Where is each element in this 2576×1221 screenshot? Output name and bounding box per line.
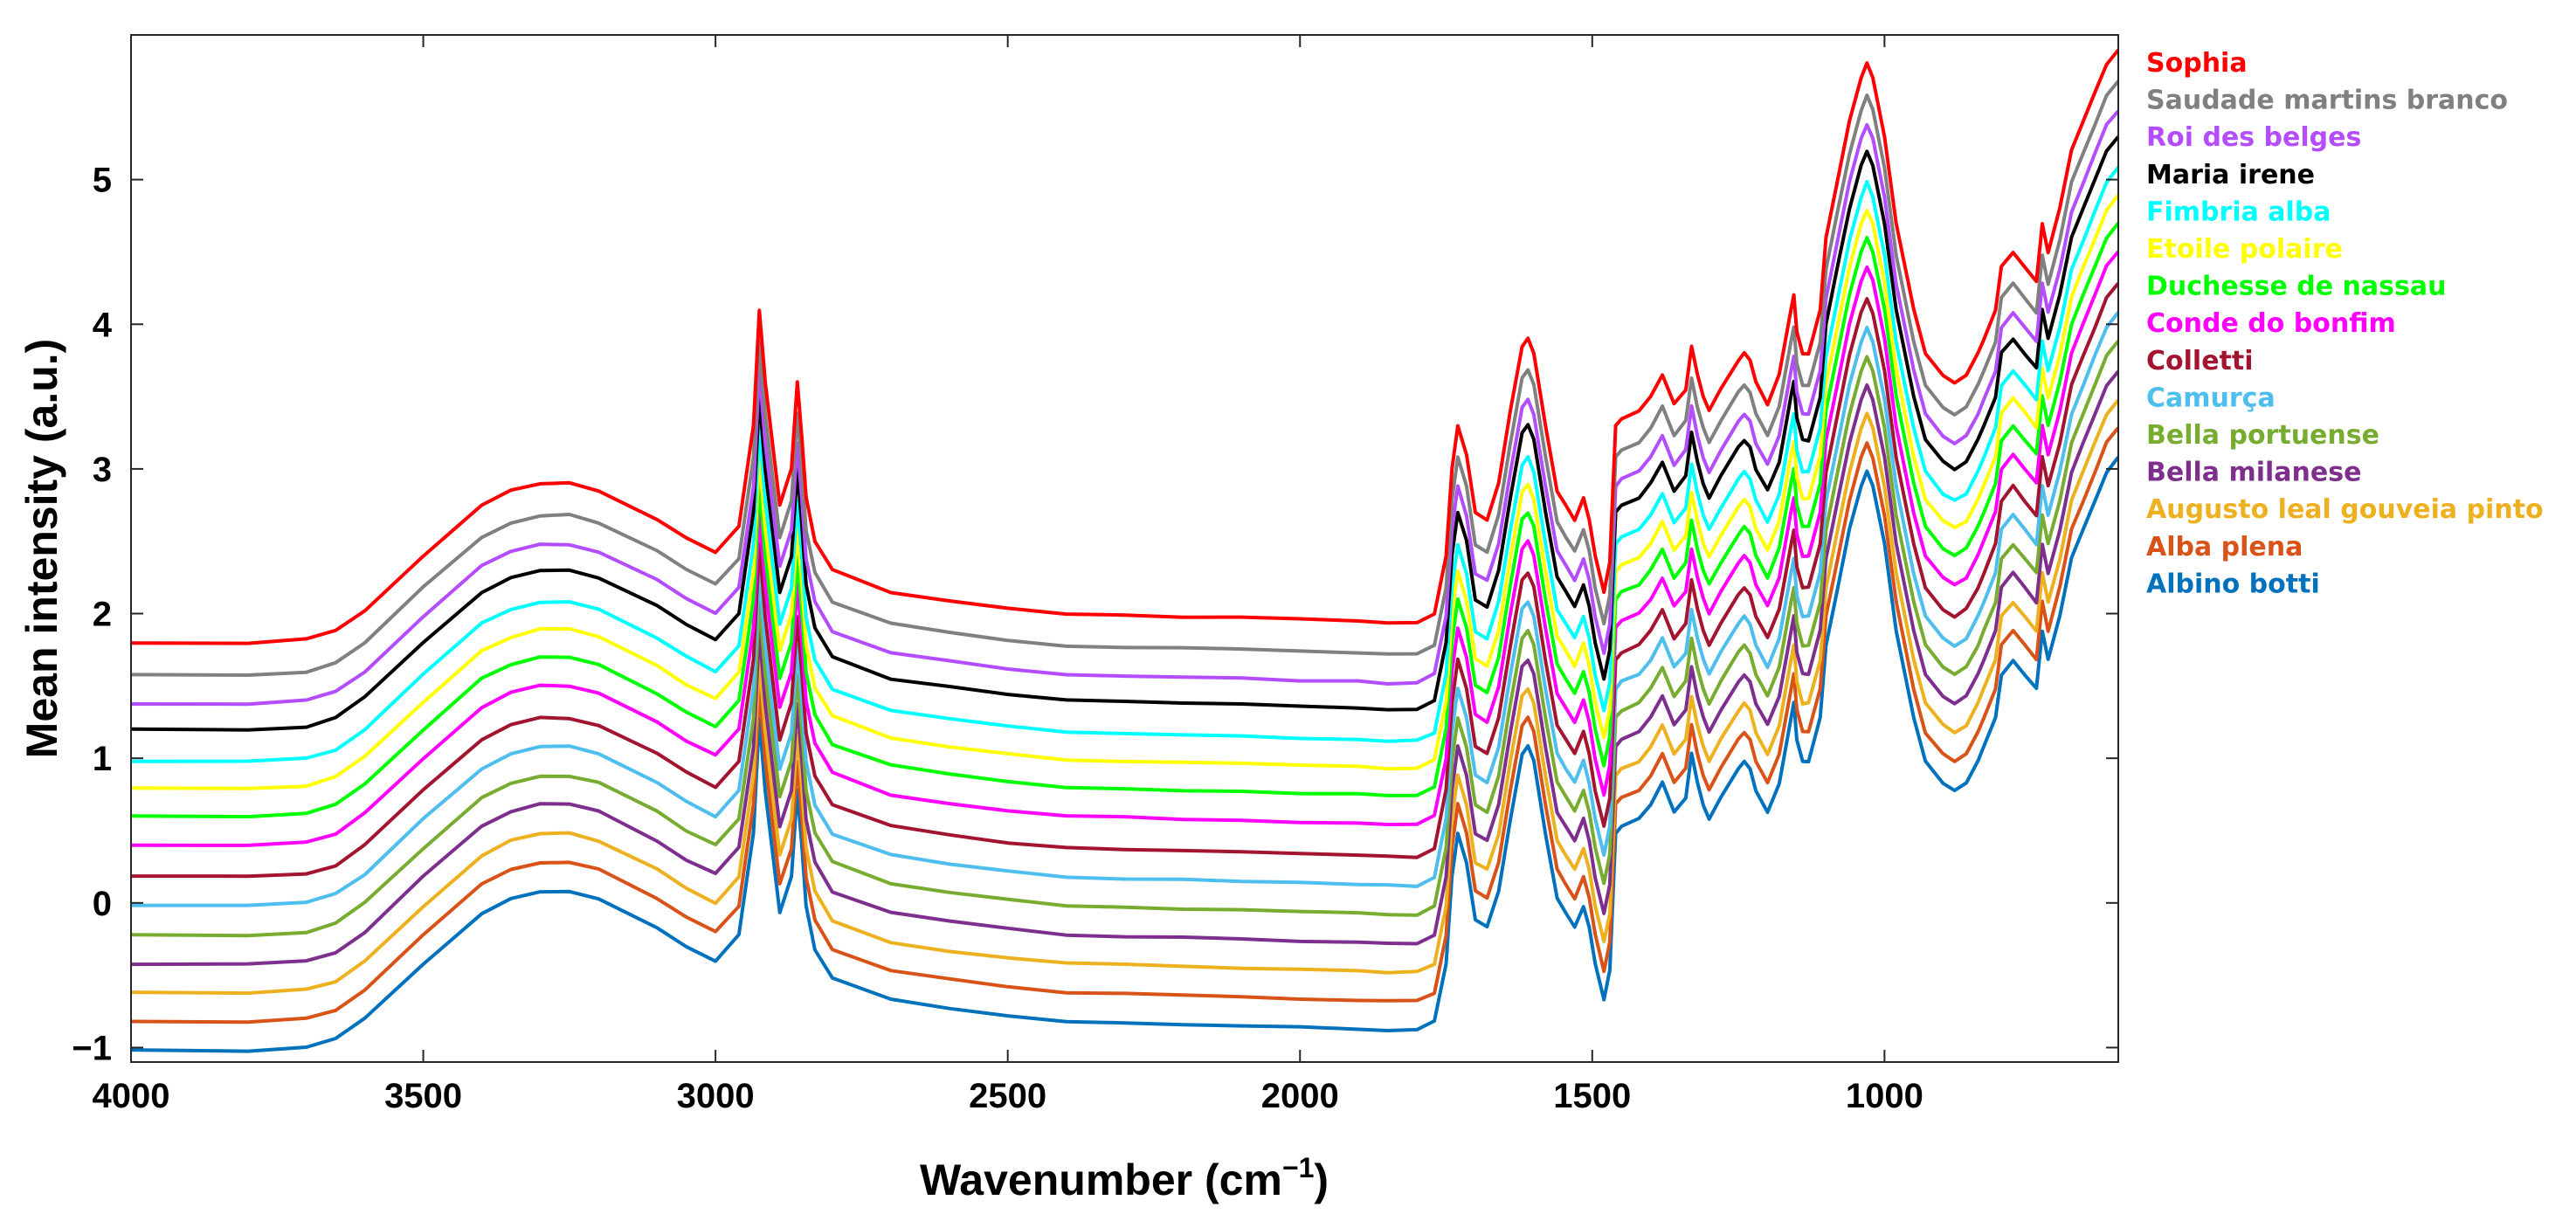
legend-entry: Fimbria alba (2146, 197, 2331, 227)
y-tick-label: −1 (72, 1029, 112, 1067)
series-line (130, 49, 2120, 645)
legend-entry: Conde do bonfim (2146, 308, 2396, 339)
series-line (130, 369, 2120, 967)
x-tick-label: 2500 (969, 1077, 1046, 1115)
x-tick-label: 1000 (1846, 1077, 1923, 1115)
x-tick-label: 3500 (384, 1077, 462, 1115)
series-line (130, 456, 2120, 1053)
legend-entry: Augusto leal gouveia pinto (2146, 494, 2544, 525)
series-line (130, 250, 2120, 847)
series-line (130, 340, 2120, 938)
legend-entry: Roi des belges (2146, 122, 2361, 153)
x-axis-title: Wavenumber (cm−1) (920, 1152, 1329, 1204)
y-axis-title: Mean intensity (a.u.) (17, 339, 66, 759)
legend-entry: Alba plena (2146, 532, 2303, 562)
legend-entry: Camurça (2146, 383, 2276, 413)
legend-entry: Bella portuense (2146, 420, 2379, 451)
x-tick-label: 2000 (1261, 1077, 1339, 1115)
legend-entry: Etoile polaire (2146, 234, 2343, 265)
legend-entry: Bella milanese (2146, 458, 2361, 488)
legend-entry: Saudade martins branco (2146, 86, 2508, 116)
y-tick-label: 0 (93, 885, 112, 923)
plot-frame (130, 34, 2119, 1063)
y-tick-label: 2 (93, 596, 112, 634)
x-tick-label: 1500 (1553, 1077, 1631, 1115)
series-line (130, 109, 2120, 707)
legend: Sophia Saudade martins branco Roi des belg… (2146, 48, 2544, 599)
series-line (130, 166, 2120, 763)
y-tick-label: 3 (93, 451, 112, 489)
series-line (130, 426, 2120, 1024)
series-line (130, 79, 2120, 677)
series-line (131, 311, 2120, 907)
series-line (130, 135, 2120, 732)
x-tick-label: 4000 (93, 1077, 170, 1115)
series-line (130, 282, 2120, 879)
series-line (130, 398, 2120, 996)
x-tick-label: 3000 (677, 1077, 755, 1115)
x-axis-title-exponent: −1 (1282, 1152, 1314, 1183)
y-tick-label: 1 (93, 740, 112, 778)
legend-entry: Duchesse de nassau (2146, 272, 2446, 302)
legend-entry: Albino botti (2146, 569, 2320, 599)
tick-layer: 4000 3500 3000 2500 2000 1500 1000 −1 0 1 2 3 4 5 (72, 35, 2118, 1115)
y-tick-label: 5 (93, 162, 112, 200)
series-line (130, 222, 2120, 819)
legend-entry: Colletti (2146, 346, 2254, 376)
legend-entry: Maria irene (2146, 160, 2315, 190)
series-layer (130, 49, 2120, 1053)
y-tick-label: 4 (93, 306, 113, 344)
legend-entry: Sophia (2146, 48, 2248, 79)
series-line (130, 193, 2120, 790)
